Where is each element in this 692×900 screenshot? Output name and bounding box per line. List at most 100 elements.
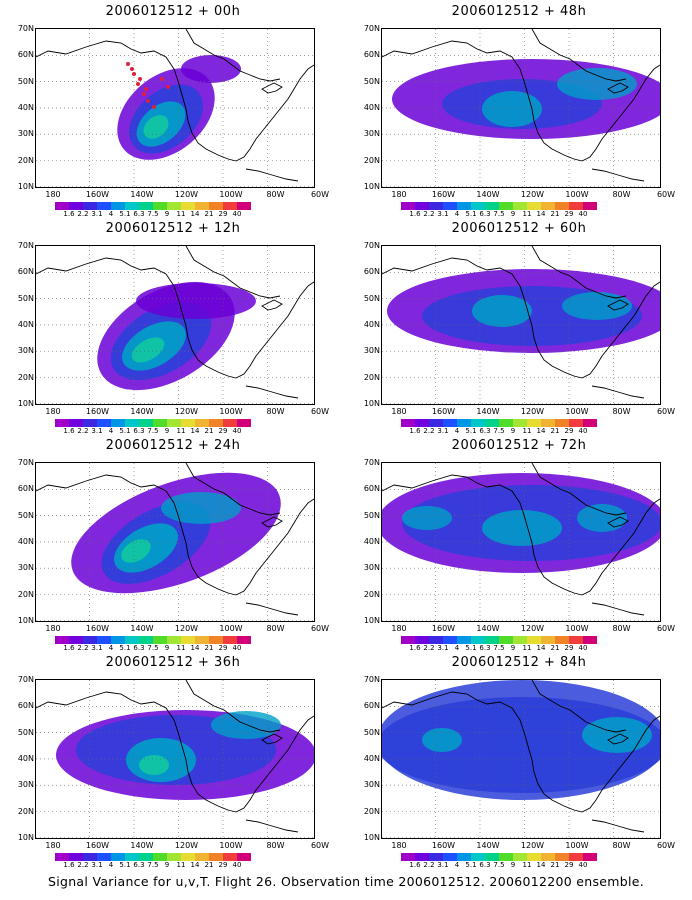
panel-title: 2006012512 + 12h [105,221,241,236]
colorbar-label: 4 [108,644,114,652]
colorbar-label: 14 [536,861,546,869]
colorbar-label: 29 [218,427,228,435]
lon-tick-label: 120W [174,190,199,199]
colorbar-label: 11 [522,861,532,869]
colorbar-swatch [223,419,237,427]
coastline [235,281,314,379]
coastline [531,680,627,733]
variance-contour [422,728,462,752]
colorbar-swatch [55,202,69,210]
coastline [382,474,583,596]
variance-map [36,29,314,187]
colorbar-label: 5.1 [465,861,477,869]
variance-contour [557,68,637,100]
colorbar-label: 14 [536,644,546,652]
lon-tick-label: 120W [174,407,199,416]
colorbar [401,419,597,427]
variance-contour [482,510,562,546]
colorbar-label: 5.1 [119,210,131,218]
colorbar-swatch [153,853,167,861]
colorbar-label: 21 [550,427,560,435]
colorbar-label: 3.1 [91,210,103,218]
colorbar-label: 14 [190,427,200,435]
coastline [607,299,629,311]
observation-marker [166,85,170,89]
colorbar-swatch [499,853,513,861]
colorbar-swatch [583,419,597,427]
lat-tick-label: 10N [363,181,380,191]
colorbar-swatch [401,419,415,427]
lon-tick-label: 100W [219,624,243,633]
lat-tick-label: 20N [363,806,380,816]
observation-marker [142,92,146,96]
colorbar-swatch [555,202,569,210]
lon-tick-label: 120W [174,841,199,850]
lat-tick-label: 60N [17,50,34,60]
lon-tick-label: 120W [174,624,199,633]
panel-title: 2006012512 + 72h [451,438,587,453]
colorbar-label: 40 [232,861,242,869]
colorbar-label: 2.2 [77,210,89,218]
colorbar-label: 1.6 [63,644,75,652]
colorbar-swatch [555,636,569,644]
panel-title: 2006012512 + 24h [105,438,241,453]
coastline [185,463,281,516]
lat-tick-label: 10N [17,181,34,191]
variance-contour [382,697,660,793]
colorbar-swatch [97,853,111,861]
colorbar-label: 40 [578,427,588,435]
lon-tick-label: 80W [612,190,631,199]
colorbar-swatch [569,202,583,210]
colorbar-label: 21 [204,427,214,435]
variance-map [382,246,660,404]
variance-contour [131,337,165,363]
map-panel: 2006012512 + 84h 70N 60N 50N 40N 30N 20N 10N 180… [346,651,692,869]
panel-title: 2006012512 + 00h [105,4,241,19]
variance-contour [402,506,452,530]
colorbar-label: 11 [176,644,186,652]
colorbar-swatch [111,853,125,861]
colorbar-swatch [485,419,499,427]
colorbar-label: 21 [550,644,560,652]
colorbar-label: 2.2 [423,210,435,218]
colorbar [55,853,251,861]
lat-tick-label: 20N [17,589,34,599]
colorbar-swatch [83,636,97,644]
colorbar-swatch [153,636,167,644]
coastline [185,680,281,733]
colorbar-swatch [499,419,513,427]
colorbar-label: 9 [510,644,516,652]
colorbar-swatch [401,853,415,861]
colorbar-swatch [111,419,125,427]
colorbar [401,853,597,861]
colorbar-label: 3.1 [437,861,449,869]
lon-tick-label: 140W [130,841,154,850]
colorbar-label: 6.3 [479,427,491,435]
colorbar-label: 1.6 [63,210,75,218]
colorbar-swatch [443,853,457,861]
map-panel: 2006012512 + 48h 70N 60N 50N 40N 30N 20N 10N 180… [346,0,692,218]
colorbar-swatch [429,636,443,644]
coastline [581,498,660,596]
lat-tick-label: 70N [363,675,380,684]
lon-tick-label: 60W [656,190,676,199]
lon-tick-label: 80W [612,841,631,850]
colorbar-label: 14 [190,861,200,869]
colorbar-swatch [555,853,569,861]
colorbar-label: 40 [232,427,242,435]
lon-tick-label: 100W [565,624,589,633]
colorbar-label: 6.3 [479,210,491,218]
coastline [36,40,237,162]
colorbar [55,636,251,644]
colorbar-label: 11 [176,427,186,435]
observation-marker [152,105,156,109]
colorbar-label: 40 [578,210,588,218]
lat-tick-label: 20N [17,806,34,816]
lat-tick-label: 30N [17,129,34,139]
colorbar-label: 7.5 [493,861,505,869]
colorbar-label: 9 [510,210,516,218]
colorbar-swatch [125,202,139,210]
lon-tick-label: 180 [391,624,407,633]
colorbar-swatch [69,202,83,210]
observation-marker [146,99,150,103]
